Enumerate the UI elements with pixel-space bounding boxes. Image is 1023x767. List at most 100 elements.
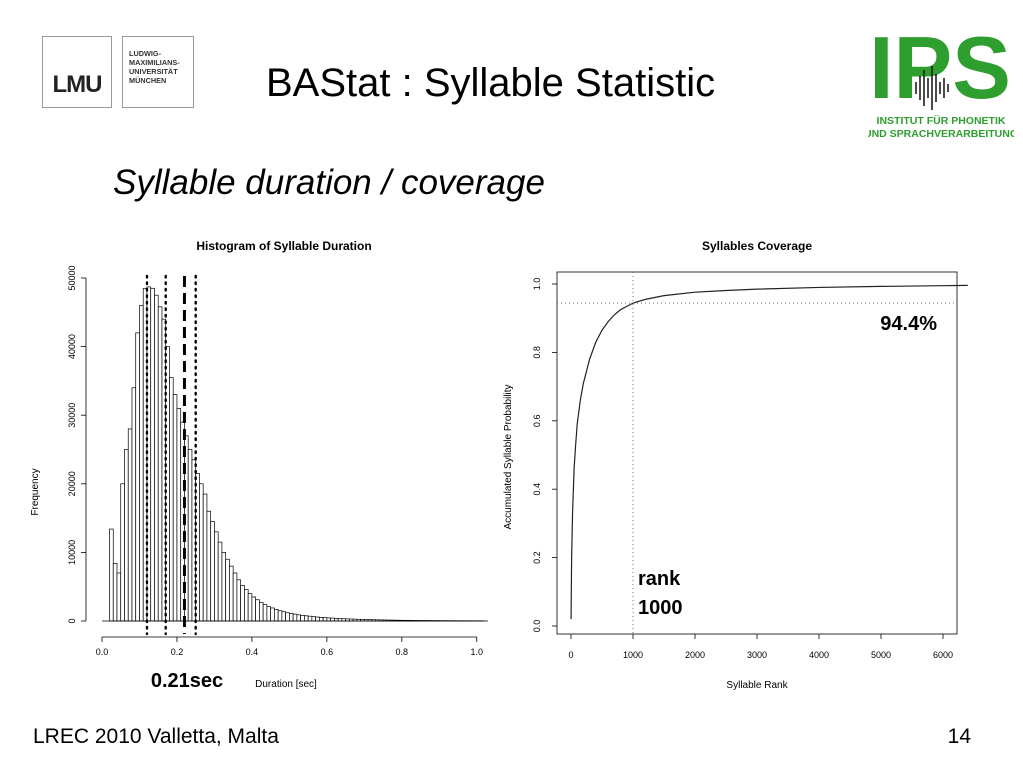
coverage-annotation-rank-value: 1000 — [638, 597, 683, 619]
coverage-x-axis-label: Syllable Rank — [726, 680, 788, 691]
histogram-title: Histogram of Syllable Duration — [196, 239, 371, 253]
coverage-y-tick-label: 0.8 — [532, 346, 542, 359]
histogram-bar — [154, 294, 159, 622]
histogram-bar — [206, 510, 212, 622]
lmu-logo-text: LUDWIG- MAXIMILIANS- UNIVERSITÄT MÜNCHEN — [129, 49, 180, 85]
coverage-x-tick-label: 5000 — [871, 650, 891, 660]
histogram-bar — [244, 589, 249, 622]
histogram-bar — [236, 579, 242, 622]
histogram-bar — [199, 483, 204, 622]
histogram-bar — [112, 563, 118, 622]
histogram-y-tick-label: 0 — [67, 618, 77, 623]
coverage-y-tick-label: 0.2 — [532, 551, 542, 564]
slide-title: BAStat : Syllable Statistic — [266, 61, 716, 105]
histogram-bar — [296, 614, 301, 622]
histogram-x-tick-label: 0.6 — [321, 647, 334, 657]
histogram-x-tick-label: 0.2 — [171, 647, 184, 657]
histogram-bar — [322, 617, 328, 622]
histogram-bar — [195, 473, 200, 622]
coverage-curve — [570, 284, 968, 620]
histogram-bar — [210, 521, 215, 622]
histogram-bar — [292, 613, 298, 622]
coverage-annotation-percent: 94.4% — [880, 313, 937, 335]
histogram-bar — [217, 541, 223, 622]
lmu-logo-text-box: LUDWIG- MAXIMILIANS- UNIVERSITÄT MÜNCHEN — [122, 36, 194, 108]
histogram-bar — [229, 565, 234, 622]
histogram-bar — [307, 615, 313, 622]
histogram-bar — [150, 287, 155, 622]
coverage-x-tick-label: 2000 — [685, 650, 705, 660]
histogram-bar — [326, 617, 331, 622]
histogram-bar — [109, 528, 114, 622]
ips-logo-line2: UND SPRACHVERARBEITUNG — [868, 128, 1014, 140]
histogram-bar — [202, 493, 208, 622]
histogram-bar — [187, 449, 193, 622]
ips-logo: IPS INSTITUT FÜR PHONETIK UND SPRACHVERA… — [868, 18, 1014, 140]
histogram-y-tick-label: 50000 — [67, 265, 77, 290]
coverage-x-tick-label: 3000 — [747, 650, 767, 660]
histogram-bar — [289, 613, 294, 622]
histogram-x-tick-label: 0.0 — [96, 647, 109, 657]
coverage-x-tick-label: 1000 — [623, 650, 643, 660]
coverage-chart: Syllables Coverage Accumulated Syllable … — [500, 232, 970, 702]
ips-waveform-graphic — [915, 66, 949, 110]
histogram-x-axis-label: Duration [sec] — [255, 679, 317, 690]
histogram-y-tick-label: 10000 — [67, 540, 77, 565]
coverage-x-tick-label: 0 — [568, 650, 573, 660]
histogram-annotation: 0.21sec — [151, 670, 223, 692]
histogram-bar — [139, 305, 144, 622]
histogram-bar — [240, 584, 245, 622]
histogram-bar — [142, 287, 148, 622]
histogram-bar — [255, 599, 260, 622]
histogram-y-axis-label: Frequency — [30, 468, 41, 515]
histogram-bar — [304, 615, 309, 622]
lmu-logo: LMU LUDWIG- MAXIMILIANS- UNIVERSITÄT MÜN… — [42, 36, 194, 108]
histogram-bar — [169, 377, 174, 622]
coverage-x-tick-label: 6000 — [933, 650, 953, 660]
histogram-x-tick-label: 1.0 — [470, 647, 483, 657]
coverage-title: Syllables Coverage — [702, 239, 812, 253]
ips-logo-line1: INSTITUT FÜR PHONETIK — [877, 114, 1006, 127]
histogram-bar — [281, 611, 286, 622]
lmu-logo-mark: LMU — [52, 71, 103, 98]
histogram-bar — [262, 604, 268, 622]
histogram-bar — [319, 617, 324, 622]
histogram-bar — [259, 602, 264, 622]
histogram-bar — [120, 483, 125, 622]
histogram-bar — [274, 608, 279, 622]
histogram-svg: Histogram of Syllable Duration Frequency… — [30, 239, 488, 692]
histogram-bar — [135, 332, 140, 622]
lmu-logo-mark-box: LMU — [42, 36, 112, 108]
coverage-y-tick-label: 0.0 — [532, 620, 542, 633]
histogram-bar — [157, 306, 163, 622]
histogram-bar — [221, 552, 227, 622]
histogram-bar — [311, 616, 316, 622]
slide-subtitle: Syllable duration / coverage — [113, 163, 545, 202]
histogram-chart: Histogram of Syllable Duration Frequency… — [10, 232, 500, 702]
histogram-bar — [124, 449, 129, 622]
coverage-annotation-rank: rank — [638, 568, 681, 590]
coverage-y-tick-label: 0.6 — [532, 415, 542, 428]
histogram-y-tick-label: 40000 — [67, 334, 77, 359]
coverage-svg: Syllables Coverage Accumulated Syllable … — [503, 239, 968, 691]
histogram-bar — [251, 596, 257, 622]
histogram-y-tick-label: 30000 — [67, 403, 77, 428]
histogram-bar — [277, 610, 283, 622]
coverage-x-tick-label: 4000 — [809, 650, 829, 660]
histogram-bar — [127, 428, 133, 622]
histogram-bar — [247, 593, 253, 622]
histogram-bar — [300, 615, 305, 622]
histogram-x-tick-label: 0.4 — [246, 647, 259, 657]
histogram-bar — [172, 394, 178, 622]
footer-conference: LREC 2010 Valletta, Malta — [33, 725, 279, 748]
histogram-bar — [214, 531, 219, 622]
histogram-y-tick-label: 20000 — [67, 471, 77, 496]
coverage-y-tick-label: 0.4 — [532, 483, 542, 496]
coverage-y-axis-label: Accumulated Syllable Probability — [503, 384, 514, 529]
histogram-x-tick-label: 0.8 — [396, 647, 409, 657]
histogram-bar — [315, 616, 320, 622]
coverage-y-tick-label: 1.0 — [532, 278, 542, 291]
histogram-bar — [116, 572, 122, 622]
ips-logo-mark: IPS — [869, 18, 1011, 117]
histogram-bar — [330, 617, 335, 622]
